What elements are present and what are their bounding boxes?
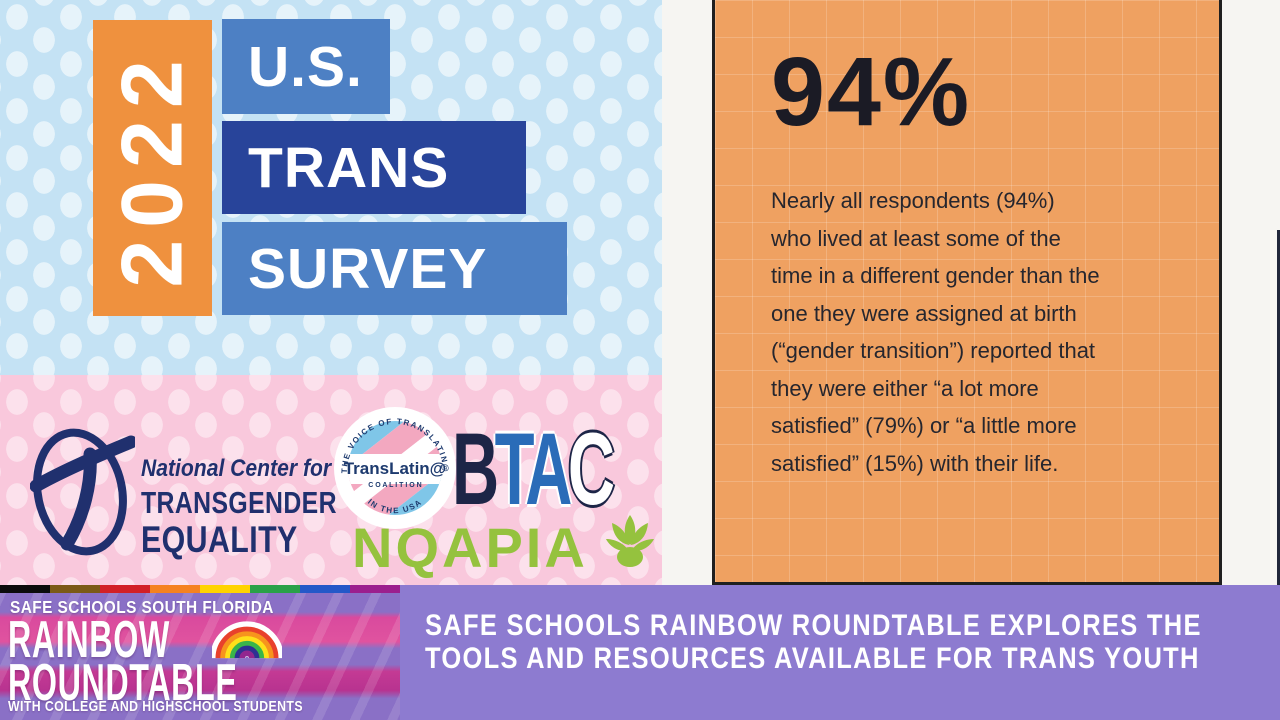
stat-card: 94% Nearly all respondents (94%) who liv… xyxy=(712,0,1222,585)
rainbow-roundtable-logo-panel: SAFE SCHOOLS SOUTH FLORIDA RAINBOW ROUND… xyxy=(0,585,400,720)
banner-subtitle: WITH COLLEGE AND HIGHSCHOOL STUDENTS xyxy=(8,698,303,715)
btac-letter-c: C xyxy=(567,412,615,526)
ncte-line3: EQUALITY xyxy=(141,519,298,560)
survey-badge-section: 2022 U.S. TRANS SURVEY xyxy=(0,0,662,375)
pride-stripe xyxy=(150,585,200,593)
ncte-wordmark: National Center for TRANSGENDER EQUALITY xyxy=(141,455,386,561)
ncte-line2: TRANSGENDER xyxy=(141,485,337,520)
headline-panel: SAFE SCHOOLS RAINBOW ROUNDTABLE EXPLORES… xyxy=(400,585,1280,720)
nqapia-wordmark: NQAPIA xyxy=(352,516,588,579)
pride-stripe xyxy=(200,585,250,593)
banner-org-name: SAFE SCHOOLS SOUTH FLORIDA xyxy=(10,597,274,617)
us-label: U.S. xyxy=(248,34,363,99)
rainbow-icon xyxy=(212,621,282,660)
pride-flag-strip xyxy=(0,585,400,593)
survey-box: SURVEY xyxy=(222,222,567,315)
headline-line1: SAFE SCHOOLS RAINBOW ROUNDTABLE EXPLORES… xyxy=(425,609,1202,642)
btac-letter-t: T xyxy=(494,412,530,526)
btac-letter-b: B xyxy=(452,412,499,526)
banner-title-roundtable: ROUNDTABLE xyxy=(8,654,238,712)
pride-stripe xyxy=(100,585,150,593)
right-edge-artifact xyxy=(1277,230,1280,585)
pride-stripe xyxy=(350,585,400,593)
lower-third-banner: SAFE SCHOOLS SOUTH FLORIDA RAINBOW ROUND… xyxy=(0,585,1280,720)
btac-letter-a: A xyxy=(525,412,572,526)
pride-stripe xyxy=(250,585,300,593)
pride-stripe xyxy=(0,585,50,593)
stat-headline: 94% xyxy=(771,37,972,146)
lotus-icon xyxy=(606,515,654,567)
partner-logos-section: National Center for TRANSGENDER EQUALITY xyxy=(0,375,662,585)
stat-body-text: Nearly all respondents (94%) who lived a… xyxy=(771,188,1100,476)
us-box: U.S. xyxy=(222,19,390,114)
translatina-name: TransLatin@ xyxy=(344,459,447,478)
ncte-monogram-icon xyxy=(30,428,135,556)
trans-box: TRANS xyxy=(222,121,526,214)
translatina-coalition-badge-icon: TransLatin@ C O A L I T I O N THE VOICE … xyxy=(334,407,456,529)
year-box: 2022 xyxy=(93,20,212,316)
translatina-coalition: C O A L I T I O N xyxy=(368,482,421,489)
year-label: 2022 xyxy=(104,48,200,288)
banner-title-rainbow: RAINBOW xyxy=(8,611,170,669)
survey-label: SURVEY xyxy=(248,236,488,301)
btac-logo: BTAC xyxy=(452,418,615,520)
trans-label: TRANS xyxy=(248,135,450,200)
pride-stripe xyxy=(300,585,350,593)
ncte-line1: National Center for xyxy=(141,455,332,482)
pride-stripe xyxy=(50,585,100,593)
headline-line2: TOOLS AND RESOURCES AVAILABLE FOR TRANS … xyxy=(425,642,1200,675)
